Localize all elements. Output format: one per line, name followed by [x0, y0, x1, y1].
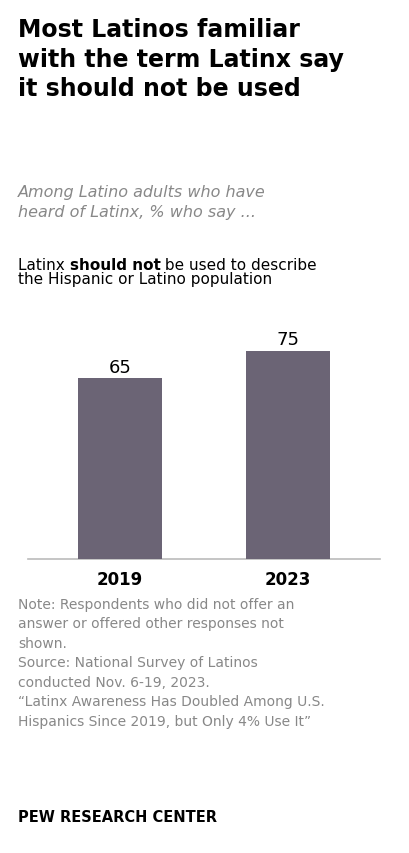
Text: Latinx: Latinx	[18, 258, 70, 273]
Text: 65: 65	[108, 358, 131, 376]
Text: Most Latinos familiar
with the term Latinx say
it should not be used: Most Latinos familiar with the term Lati…	[18, 18, 343, 102]
Bar	[78, 379, 162, 560]
Text: PEW RESEARCH CENTER: PEW RESEARCH CENTER	[18, 809, 216, 824]
Text: Note: Respondents who did not offer an
answer or offered other responses not
sho: Note: Respondents who did not offer an a…	[18, 597, 324, 728]
Text: be used to describe: be used to describe	[160, 258, 316, 273]
Text: 75: 75	[276, 330, 299, 349]
Text: Among Latino adults who have
heard of Latinx, % who say ...: Among Latino adults who have heard of La…	[18, 185, 265, 219]
Bar	[245, 351, 329, 560]
Text: should not: should not	[70, 258, 160, 273]
Text: the Hispanic or Latino population: the Hispanic or Latino population	[18, 272, 272, 287]
